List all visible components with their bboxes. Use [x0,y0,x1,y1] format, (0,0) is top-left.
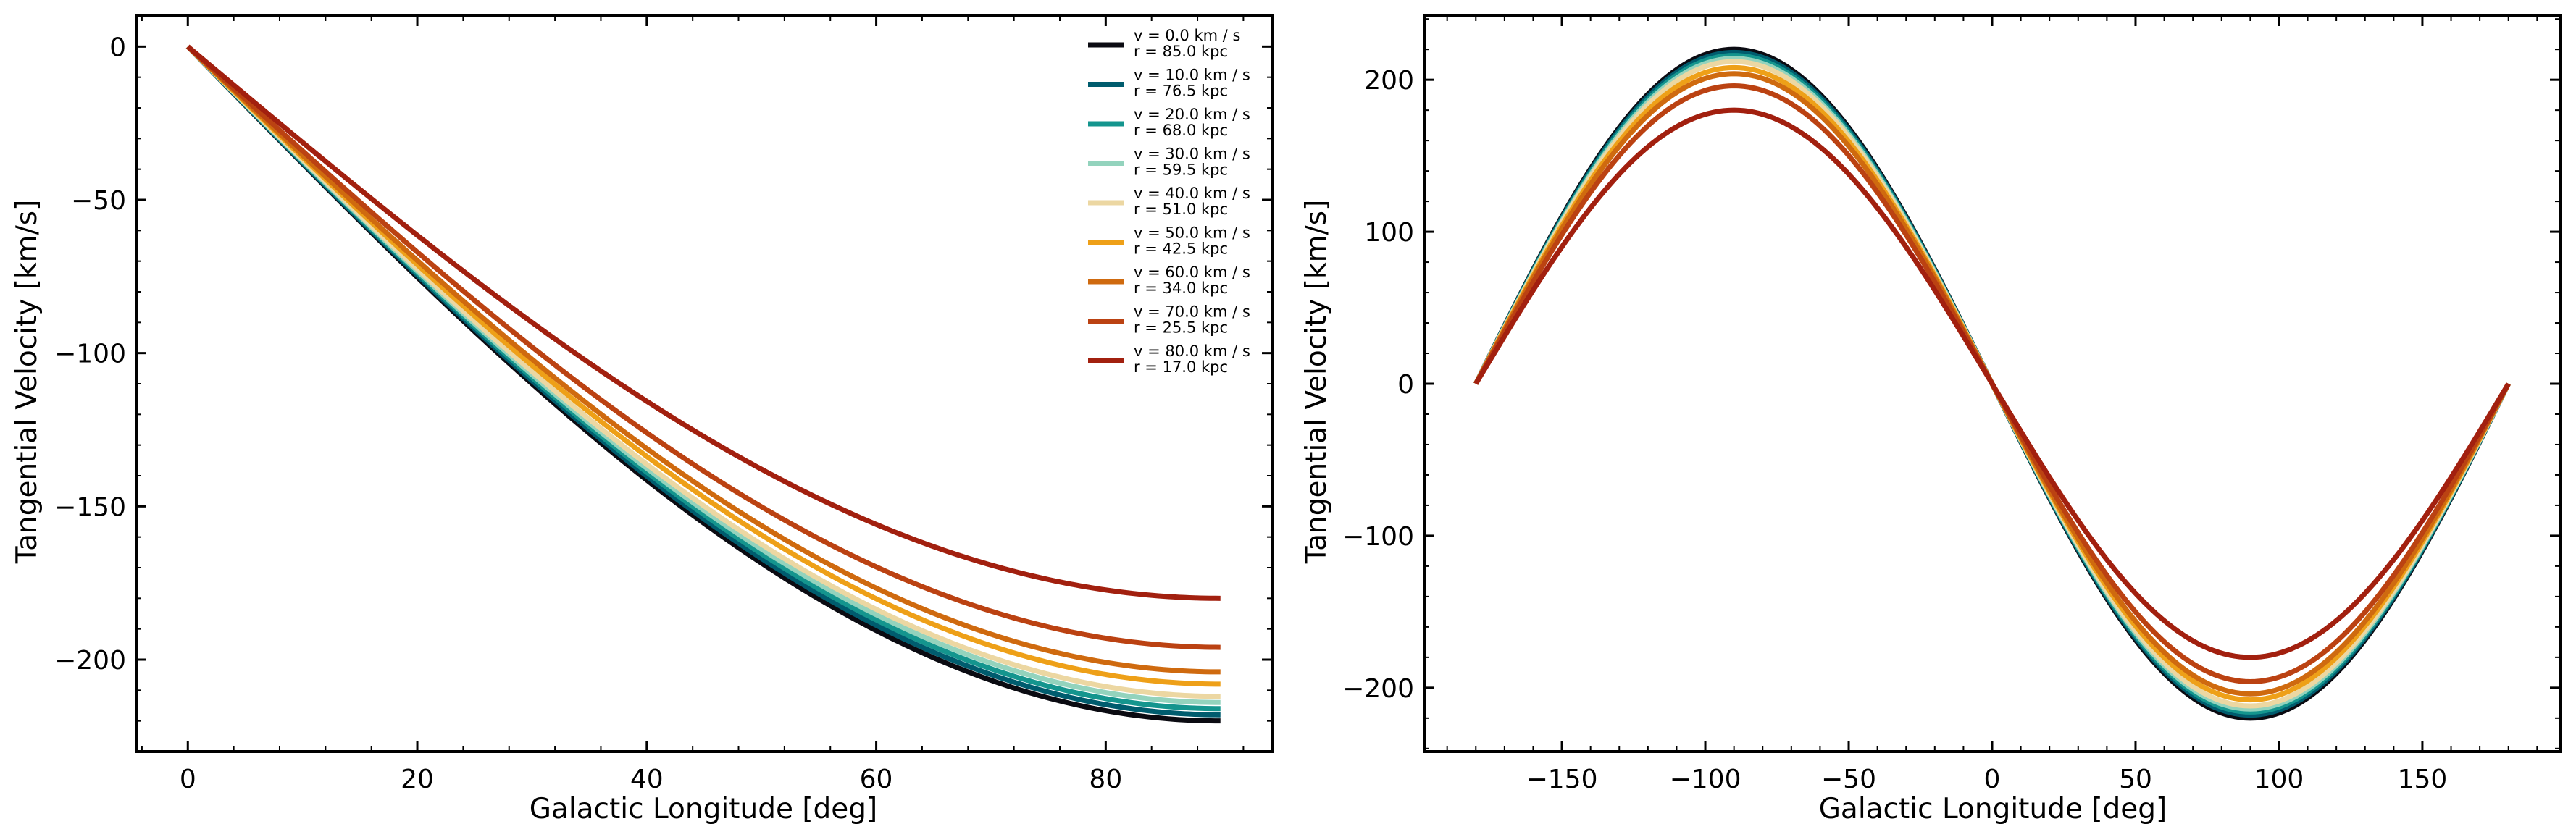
left-x-axis-label: Galactic Longitude [deg] [530,793,878,825]
right-x-axis-label: Galactic Longitude [deg] [1819,793,2167,825]
series-line-9 [1473,107,2511,660]
legend-label-velocity: v = 20.0 km / s [1134,106,1250,123]
legend-label-velocity: v = 70.0 km / s [1134,303,1250,321]
x-tick-label: 40 [630,765,664,794]
legend-label-velocity: v = 80.0 km / s [1134,342,1250,360]
right-series-lines [1473,46,2511,721]
left-chart: 0 20 40 60 80 0 −50 −100 −150 −200 Galactic Longi… [11,14,1274,825]
x-tick-label: −50 [1821,765,1876,794]
legend-label-velocity: v = 50.0 km / s [1134,224,1250,242]
right-y-axis-label: Tangential Velocity [km/s] [1300,200,1333,565]
y-tick-label: 200 [1364,66,1414,96]
y-tick-label: −100 [1342,522,1414,552]
series-line-7 [185,44,1221,675]
y-tick-label: 0 [109,33,126,62]
legend-label-velocity: v = 40.0 km / s [1134,185,1250,202]
y-tick-label: 0 [1397,370,1414,400]
x-tick-label: 100 [2254,765,2304,794]
legend-label-velocity: v = 30.0 km / s [1134,146,1250,163]
left-tick-labels: 0 20 40 60 80 0 −50 −100 −150 −200 [54,33,1122,794]
y-tick-label: −150 [54,492,126,522]
x-tick-label: 60 [860,765,893,794]
x-tick-label: 50 [2119,765,2152,794]
left-series-lines [185,44,1221,724]
right-tick-labels: −150 −100 −50 0 50 100 150 200 100 0 −100 −200 [1342,66,2447,794]
legend-label-velocity: v = 0.0 km / s [1134,27,1240,44]
series-line-9 [186,44,1221,601]
legend-label-velocity: v = 60.0 km / s [1134,264,1250,281]
x-tick-label: 0 [180,765,196,794]
x-tick-label: 80 [1089,765,1122,794]
x-tick-label: 0 [1984,765,2001,794]
series-line-8 [185,44,1221,650]
legend-label-radius: r = 25.5 kpc [1134,319,1228,337]
legend-label-radius: r = 34.0 kpc [1134,279,1228,297]
legend-label-radius: r = 51.0 kpc [1134,201,1228,218]
y-tick-label: −200 [54,646,126,676]
right-plot-frame [1423,14,2562,753]
left-plot-frame [135,14,1274,753]
x-tick-label: 20 [401,765,434,794]
right-chart: −150 −100 −50 0 50 100 150 200 100 0 −100 −200 Gala… [1300,14,2562,825]
y-tick-label: −200 [1342,674,1414,704]
legend-label-radius: r = 17.0 kpc [1134,358,1228,376]
y-tick-label: 100 [1364,218,1414,248]
y-tick-label: −50 [71,186,126,216]
legend-label-radius: r = 59.5 kpc [1134,161,1228,179]
legend-label-radius: r = 85.0 kpc [1134,43,1228,60]
legend-label-velocity: v = 10.0 km / s [1134,67,1250,84]
legend-label-radius: r = 42.5 kpc [1134,240,1228,258]
x-tick-label: −150 [1526,765,1598,794]
legend-label-radius: r = 76.5 kpc [1134,83,1228,100]
legend-label-radius: r = 68.0 kpc [1134,122,1228,139]
legend: v = 0.0 km / sr = 85.0 kpc v = 10.0 km / … [1088,27,1250,376]
x-tick-label: −100 [1670,765,1741,794]
x-tick-label: 150 [2398,765,2448,794]
left-y-axis-label: Tangential Velocity [km/s] [11,200,43,565]
y-tick-label: −100 [54,340,126,369]
